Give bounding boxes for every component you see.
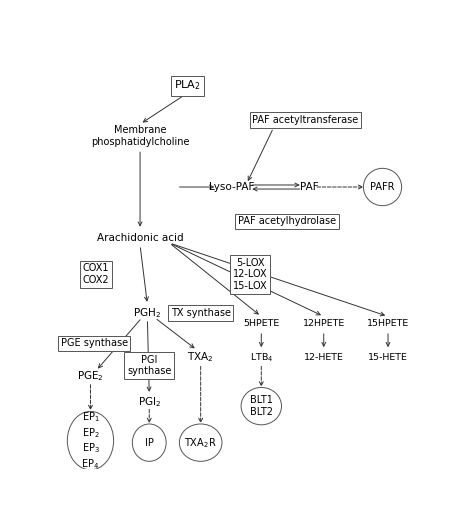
Text: 12-HETE: 12-HETE bbox=[304, 353, 344, 362]
Text: BLT1
BLT2: BLT1 BLT2 bbox=[250, 395, 273, 417]
Text: TXA$_2$: TXA$_2$ bbox=[187, 350, 214, 364]
Text: Arachidonic acid: Arachidonic acid bbox=[97, 233, 183, 243]
Text: PGE synthase: PGE synthase bbox=[61, 338, 128, 348]
Text: PAF acetylhydrolase: PAF acetylhydrolase bbox=[238, 217, 336, 227]
Text: EP$_1$
EP$_2$
EP$_3$
EP$_4$: EP$_1$ EP$_2$ EP$_3$ EP$_4$ bbox=[82, 410, 100, 471]
Ellipse shape bbox=[364, 168, 401, 206]
Text: PAF: PAF bbox=[300, 182, 319, 192]
Text: 5HPETE: 5HPETE bbox=[243, 319, 279, 328]
Text: 15-HETE: 15-HETE bbox=[368, 353, 408, 362]
Ellipse shape bbox=[241, 387, 282, 425]
Text: PLA$_2$: PLA$_2$ bbox=[174, 79, 201, 92]
Text: PGI
synthase: PGI synthase bbox=[127, 355, 172, 376]
Text: COX1
COX2: COX1 COX2 bbox=[82, 264, 109, 285]
Text: TXA$_2$R: TXA$_2$R bbox=[184, 436, 217, 450]
Ellipse shape bbox=[67, 412, 114, 470]
Text: PGI$_2$: PGI$_2$ bbox=[137, 395, 161, 409]
Text: TX synthase: TX synthase bbox=[171, 308, 231, 318]
Text: Lyso-PAF: Lyso-PAF bbox=[209, 182, 255, 192]
Ellipse shape bbox=[179, 424, 222, 461]
Text: PAFR: PAFR bbox=[370, 182, 395, 192]
Text: PGE$_2$: PGE$_2$ bbox=[77, 369, 104, 383]
Text: 12HPETE: 12HPETE bbox=[302, 319, 345, 328]
Text: IP: IP bbox=[145, 437, 154, 447]
Text: Membrane
phosphatidylcholine: Membrane phosphatidylcholine bbox=[91, 125, 189, 147]
Text: 5-LOX
12-LOX
15-LOX: 5-LOX 12-LOX 15-LOX bbox=[233, 258, 268, 291]
Text: 15HPETE: 15HPETE bbox=[367, 319, 409, 328]
Text: LTB$_4$: LTB$_4$ bbox=[249, 351, 273, 364]
Ellipse shape bbox=[132, 424, 166, 461]
Text: PAF acetyltransferase: PAF acetyltransferase bbox=[252, 115, 358, 125]
Text: PGH$_2$: PGH$_2$ bbox=[133, 306, 162, 320]
